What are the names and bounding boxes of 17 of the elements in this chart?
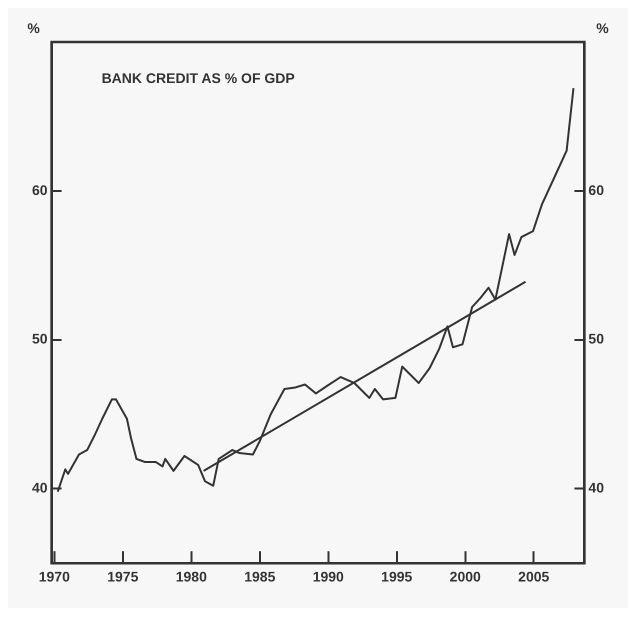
y2-tick-label: 50 — [588, 330, 604, 347]
y2-axis-title: % — [596, 20, 610, 36]
text: BANK CREDIT AS % OF GDP — [102, 70, 295, 86]
x-tick-label: 1995 — [381, 568, 413, 584]
y-tick-label: 40 — [32, 480, 48, 496]
y-tick-label: 60 — [32, 182, 48, 198]
y-tick-label: 50 — [32, 330, 48, 347]
y2-tick-label: 60 — [588, 182, 604, 198]
x-tick-label: 1980 — [176, 568, 208, 584]
y2-tick-label: 40 — [588, 480, 604, 496]
x-tick-label: 1975 — [107, 568, 139, 584]
x-tick-label: 1970 — [38, 568, 70, 584]
y-axis-title: % — [27, 20, 40, 36]
x-tick-label: 2005 — [518, 568, 550, 584]
x-tick-label: 1985 — [244, 568, 276, 584]
x-tick-label: 2000 — [450, 568, 482, 584]
x-tick-label: 1990 — [312, 568, 344, 584]
